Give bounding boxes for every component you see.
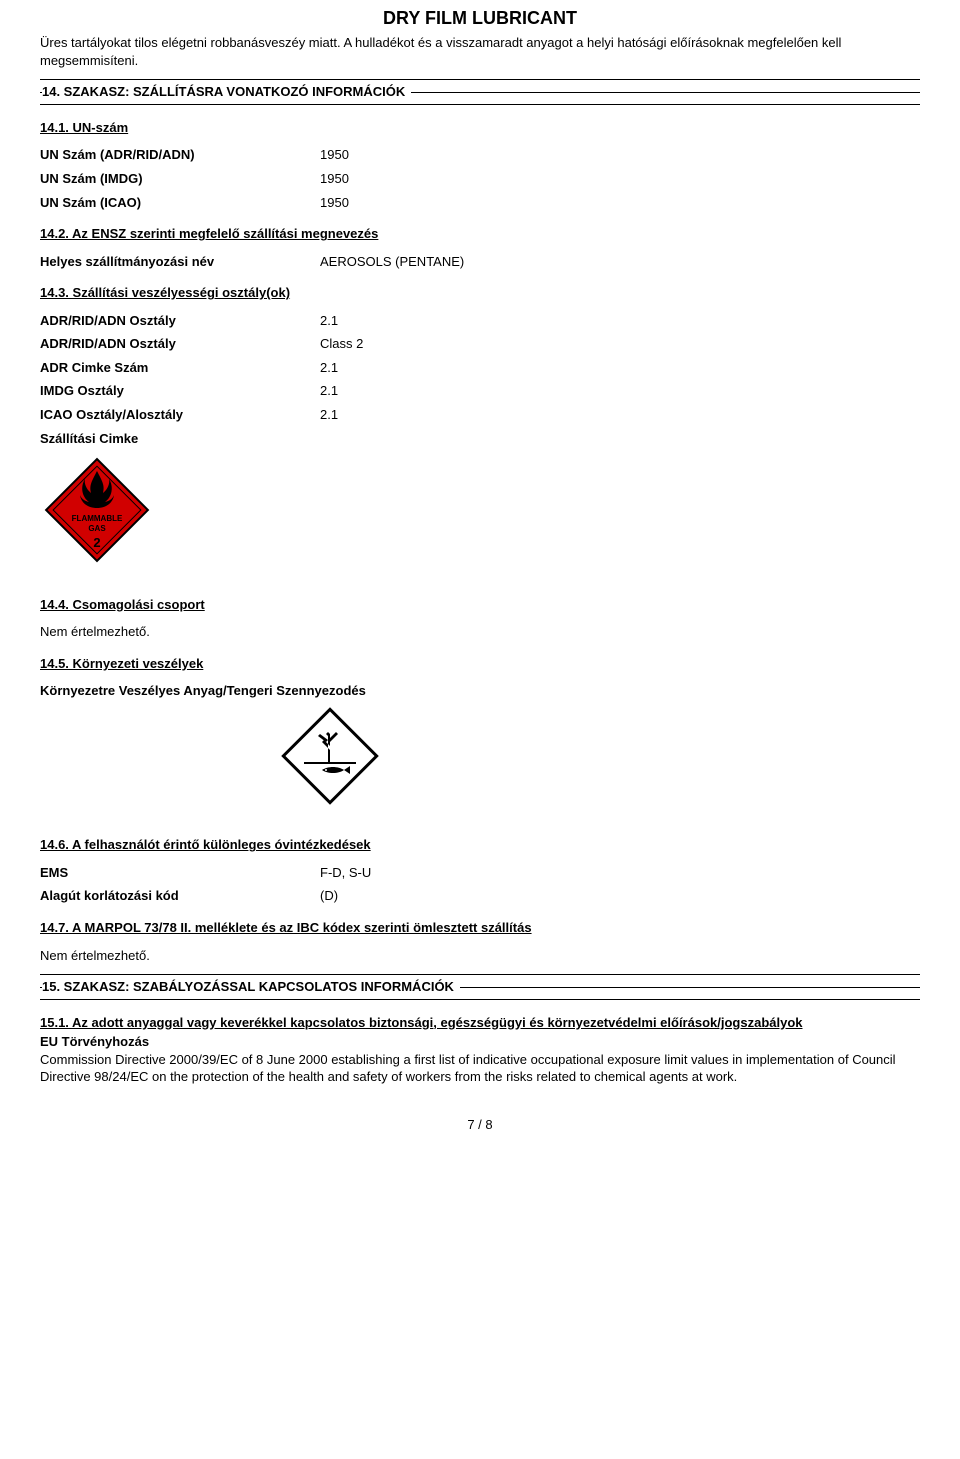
hazard-class-number: 2 bbox=[93, 535, 100, 550]
page-footer: 7 / 8 bbox=[40, 1116, 920, 1134]
kv-row: ADR/RID/ADN Osztály Class 2 bbox=[40, 335, 920, 353]
kv-value: 1950 bbox=[320, 146, 920, 164]
kv-key: IMDG Osztály bbox=[40, 382, 320, 400]
kv-row: ADR Cimke Szám 2.1 bbox=[40, 359, 920, 377]
kv-value: (D) bbox=[320, 887, 920, 905]
kv-value: 2.1 bbox=[320, 359, 920, 377]
kv-key: EMS bbox=[40, 864, 320, 882]
kv-value: F-D, S-U bbox=[320, 864, 920, 882]
eu-legislation-label: EU Törvényhozás bbox=[40, 1033, 920, 1051]
page-title: DRY FILM LUBRICANT bbox=[40, 0, 920, 30]
kv-row: ICAO Osztály/Alosztály 2.1 bbox=[40, 406, 920, 424]
kv-value: Class 2 bbox=[320, 335, 920, 353]
environment-hazard-label bbox=[280, 706, 920, 811]
intro-paragraph: Üres tartályokat tilos elégetni robbanás… bbox=[40, 34, 920, 69]
transport-label-key: Szállítási Cimke bbox=[40, 430, 320, 448]
subheading-14-5: 14.5. Környezeti veszélyek bbox=[40, 655, 920, 673]
kv-value: 2.1 bbox=[320, 406, 920, 424]
kv-row: UN Szám (IMDG) 1950 bbox=[40, 170, 920, 188]
kv-key: UN Szám (IMDG) bbox=[40, 170, 320, 188]
subheading-15-1: 15.1. Az adott anyaggal vagy keverékkel … bbox=[40, 1014, 920, 1032]
body-15-1: Commission Directive 2000/39/EC of 8 Jun… bbox=[40, 1051, 920, 1086]
flammable-gas-label: FLAMMABLE GAS 2 bbox=[42, 455, 920, 570]
kv-row: Szállítási Cimke bbox=[40, 430, 920, 448]
kv-key: ADR Cimke Szám bbox=[40, 359, 320, 377]
section-14-heading: 14. SZAKASZ: SZÁLLÍTÁSRA VONATKOZÓ INFOR… bbox=[40, 79, 920, 105]
kv-row: UN Szám (ICAO) 1950 bbox=[40, 194, 920, 212]
kv-row: Helyes szállítmányozási név AEROSOLS (PE… bbox=[40, 253, 920, 271]
section-15-heading-text: 15. SZAKASZ: SZABÁLYOZÁSSAL KAPCSOLATOS … bbox=[42, 978, 460, 996]
subheading-14-2: 14.2. Az ENSZ szerinti megfelelő szállít… bbox=[40, 225, 920, 243]
kv-value: 2.1 bbox=[320, 312, 920, 330]
hazard-text-1: FLAMMABLE bbox=[72, 514, 123, 523]
subheading-14-4: 14.4. Csomagolási csoport bbox=[40, 596, 920, 614]
kv-value: AEROSOLS (PENTANE) bbox=[320, 253, 920, 271]
kv-row: EMS F-D, S-U bbox=[40, 864, 920, 882]
kv-value: 1950 bbox=[320, 170, 920, 188]
kv-key: ADR/RID/ADN Osztály bbox=[40, 312, 320, 330]
body-14-4: Nem értelmezhető. bbox=[40, 623, 920, 641]
subheading-14-3: 14.3. Szállítási veszélyességi osztály(o… bbox=[40, 284, 920, 302]
kv-key: Helyes szállítmányozási név bbox=[40, 253, 320, 271]
kv-row: IMDG Osztály 2.1 bbox=[40, 382, 920, 400]
subheading-14-7: 14.7. A MARPOL 73/78 II. melléklete és a… bbox=[40, 919, 920, 937]
hazard-text-2: GAS bbox=[88, 524, 106, 533]
subheading-14-6: 14.6. A felhasználót érintő különleges ó… bbox=[40, 836, 920, 854]
kv-key: ICAO Osztály/Alosztály bbox=[40, 406, 320, 424]
section-15-heading: 15. SZAKASZ: SZABÁLYOZÁSSAL KAPCSOLATOS … bbox=[40, 974, 920, 1000]
subheading-14-1: 14.1. UN-szám bbox=[40, 119, 920, 137]
kv-value: 1950 bbox=[320, 194, 920, 212]
kv-row: ADR/RID/ADN Osztály 2.1 bbox=[40, 312, 920, 330]
section-14-heading-text: 14. SZAKASZ: SZÁLLÍTÁSRA VONATKOZÓ INFOR… bbox=[42, 83, 411, 101]
kv-key: UN Szám (ICAO) bbox=[40, 194, 320, 212]
kv-row: UN Szám (ADR/RID/ADN) 1950 bbox=[40, 146, 920, 164]
body-14-7: Nem értelmezhető. bbox=[40, 947, 920, 965]
env-hazard-key: Környezetre Veszélyes Anyag/Tengeri Szen… bbox=[40, 682, 920, 700]
kv-value: 2.1 bbox=[320, 382, 920, 400]
kv-key: ADR/RID/ADN Osztály bbox=[40, 335, 320, 353]
kv-key: UN Szám (ADR/RID/ADN) bbox=[40, 146, 320, 164]
kv-key: Alagút korlátozási kód bbox=[40, 887, 320, 905]
kv-row: Alagút korlátozási kód (D) bbox=[40, 887, 920, 905]
